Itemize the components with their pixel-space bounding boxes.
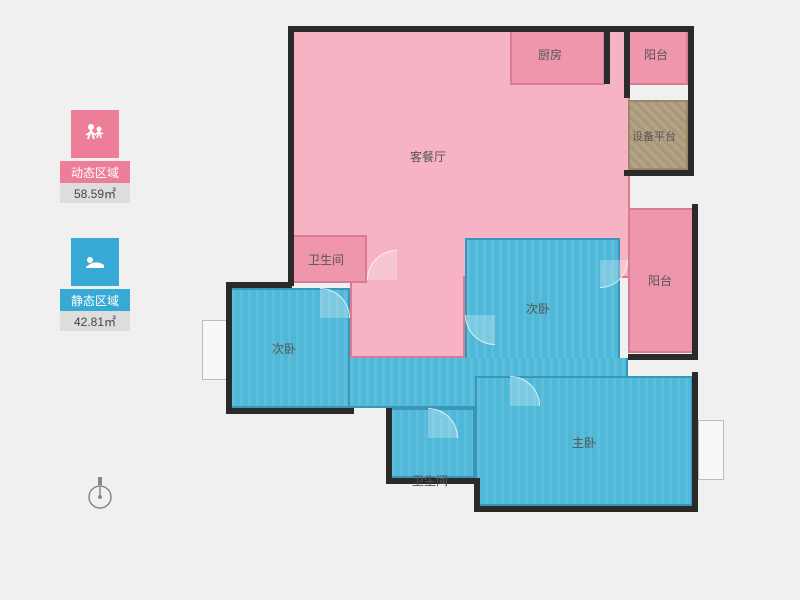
wall: [604, 26, 610, 84]
wall: [688, 26, 694, 98]
legend-dynamic-label: 动态区域: [60, 161, 130, 183]
room-living-ext: [350, 276, 465, 358]
wall: [624, 26, 630, 98]
legend-dynamic-value: 58.59㎡: [60, 183, 130, 203]
room-balcony-top: [628, 30, 688, 85]
wall: [386, 408, 392, 482]
wall: [624, 170, 694, 176]
wall: [226, 282, 292, 288]
wall: [692, 372, 698, 512]
legend-dynamic: 动态区域 58.59㎡: [60, 110, 130, 203]
wall: [288, 26, 692, 32]
wall: [628, 354, 698, 360]
legend-panel: 动态区域 58.59㎡ 静态区域 42.81㎡: [60, 110, 130, 366]
room-kitchen: [510, 30, 605, 85]
wall: [474, 506, 698, 512]
room-master: [475, 376, 693, 506]
rail-right: [698, 420, 724, 480]
legend-static: 静态区域 42.81㎡: [60, 238, 130, 331]
room-bath1: [292, 235, 367, 283]
floorplan: 厨房 阳台 设备平台 客餐厅 卫生间 阳台 次卧 次卧 卫生间 主卧: [230, 20, 760, 580]
rail-left: [202, 320, 228, 380]
dynamic-people-icon: [71, 110, 119, 158]
wall: [692, 204, 698, 358]
room-equipment: [628, 100, 688, 170]
wall: [226, 282, 232, 412]
wall: [386, 478, 480, 484]
legend-static-label: 静态区域: [60, 289, 130, 311]
compass-icon: [85, 475, 115, 513]
static-sleep-icon: [71, 238, 119, 286]
door-arc: [600, 260, 628, 288]
wall: [288, 26, 294, 286]
legend-static-value: 42.81㎡: [60, 311, 130, 331]
room-balcony-right: [628, 208, 696, 353]
wall: [226, 408, 354, 414]
wall: [688, 98, 694, 176]
